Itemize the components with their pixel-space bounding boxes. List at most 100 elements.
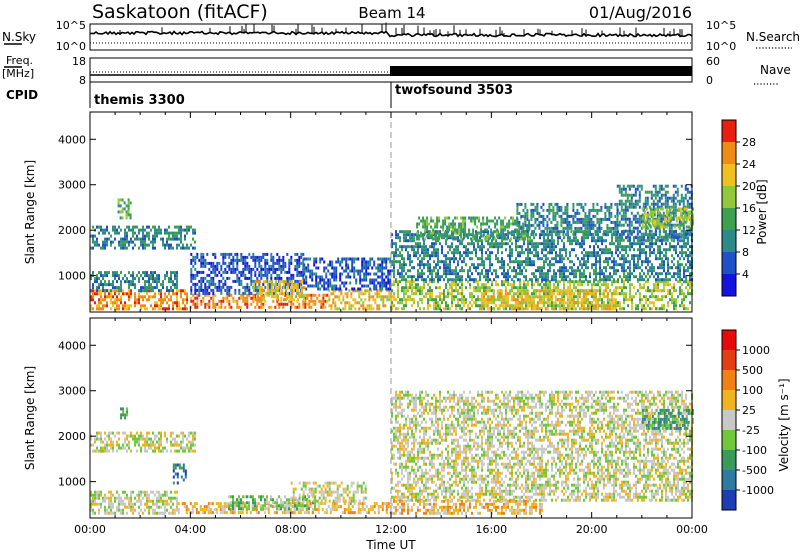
data-cell xyxy=(120,283,122,287)
data-cell xyxy=(662,187,665,191)
data-cell xyxy=(661,251,663,255)
data-cell xyxy=(381,281,384,285)
data-cell xyxy=(154,286,156,290)
data-cell xyxy=(401,298,403,302)
data-cell xyxy=(529,278,531,282)
data-cell xyxy=(569,278,571,282)
data-cell xyxy=(427,289,429,293)
data-cell xyxy=(476,216,479,220)
data-cell xyxy=(497,242,499,246)
data-cell xyxy=(661,260,663,264)
data-cell xyxy=(255,298,257,302)
data-cell xyxy=(509,245,511,249)
data-cell xyxy=(411,280,413,284)
data-cell xyxy=(438,216,441,220)
data-cell xyxy=(659,298,661,302)
data-cell xyxy=(278,302,281,306)
data-cell xyxy=(425,251,427,255)
data-cell xyxy=(657,307,659,311)
data-cell xyxy=(609,266,611,270)
data-cell xyxy=(614,226,617,230)
data-cell xyxy=(661,266,663,270)
data-cell xyxy=(290,305,293,309)
data-cell xyxy=(389,269,392,273)
data-cell xyxy=(522,222,525,226)
data-cell xyxy=(459,307,461,311)
data-cell xyxy=(679,280,681,284)
data-cell xyxy=(262,267,265,271)
data-cell xyxy=(629,272,631,276)
data-cell xyxy=(555,260,557,264)
data-cell xyxy=(629,286,631,290)
data-cell xyxy=(172,280,174,284)
data-cell xyxy=(264,261,267,265)
data-cell xyxy=(476,237,479,241)
data-cell xyxy=(658,187,661,191)
data-cell xyxy=(659,248,661,252)
data-cell xyxy=(612,226,615,230)
data-cell xyxy=(90,246,92,250)
data-cell xyxy=(142,234,144,238)
data-cell xyxy=(617,248,619,252)
data-cell xyxy=(148,286,150,290)
data-cell xyxy=(280,258,283,262)
data-cell xyxy=(132,234,134,238)
data-cell xyxy=(224,279,227,283)
data-cell xyxy=(397,233,399,237)
data-cell xyxy=(537,278,539,282)
data-cell xyxy=(238,296,241,300)
data-cell xyxy=(104,304,106,308)
data-cell xyxy=(581,280,583,284)
data-cell xyxy=(529,251,531,255)
data-cell xyxy=(645,254,647,258)
data-cell xyxy=(436,237,439,241)
data-cell xyxy=(461,280,463,284)
data-cell xyxy=(220,305,223,309)
data-cell xyxy=(330,307,333,311)
data-cell xyxy=(244,302,247,306)
data-cell xyxy=(369,260,372,264)
data-cell xyxy=(116,307,118,311)
data-cell xyxy=(385,281,388,285)
data-cell xyxy=(369,287,372,291)
data-cell xyxy=(278,264,281,268)
data-cell xyxy=(331,260,334,264)
data-cell xyxy=(564,226,567,230)
data-cell xyxy=(476,234,479,238)
data-cell xyxy=(127,210,130,214)
data-cell xyxy=(477,280,479,284)
data-cell xyxy=(591,304,593,308)
data-cell xyxy=(200,285,203,289)
data-cell xyxy=(422,237,425,241)
data-cell xyxy=(120,240,122,244)
data-cell xyxy=(527,251,529,255)
data-cell xyxy=(261,289,263,293)
data-cell xyxy=(210,288,213,292)
data-cell xyxy=(248,285,251,289)
data-cell xyxy=(256,258,259,262)
nsky-label: N.Sky xyxy=(2,30,36,44)
data-cell xyxy=(689,251,691,255)
data-cell xyxy=(530,202,533,206)
data-cell xyxy=(482,222,485,226)
data-cell xyxy=(666,238,669,242)
data-cell xyxy=(561,304,563,308)
data-cell xyxy=(543,278,545,282)
data-cell xyxy=(569,254,571,258)
nsearch-label: N.Search xyxy=(746,30,800,44)
data-cell xyxy=(582,220,585,224)
data-cell xyxy=(651,289,653,293)
data-cell xyxy=(449,307,451,311)
data-cell xyxy=(532,208,535,212)
data-cell xyxy=(381,287,384,291)
data-cell xyxy=(182,301,184,305)
data-cell xyxy=(653,266,655,270)
data-cell xyxy=(152,225,154,229)
data-cell xyxy=(628,187,631,191)
data-cell xyxy=(296,258,299,262)
data-cell xyxy=(580,205,583,209)
data-cell xyxy=(603,239,605,243)
data-cell xyxy=(252,279,255,283)
data-cell xyxy=(648,217,651,221)
data-cell xyxy=(433,280,435,284)
